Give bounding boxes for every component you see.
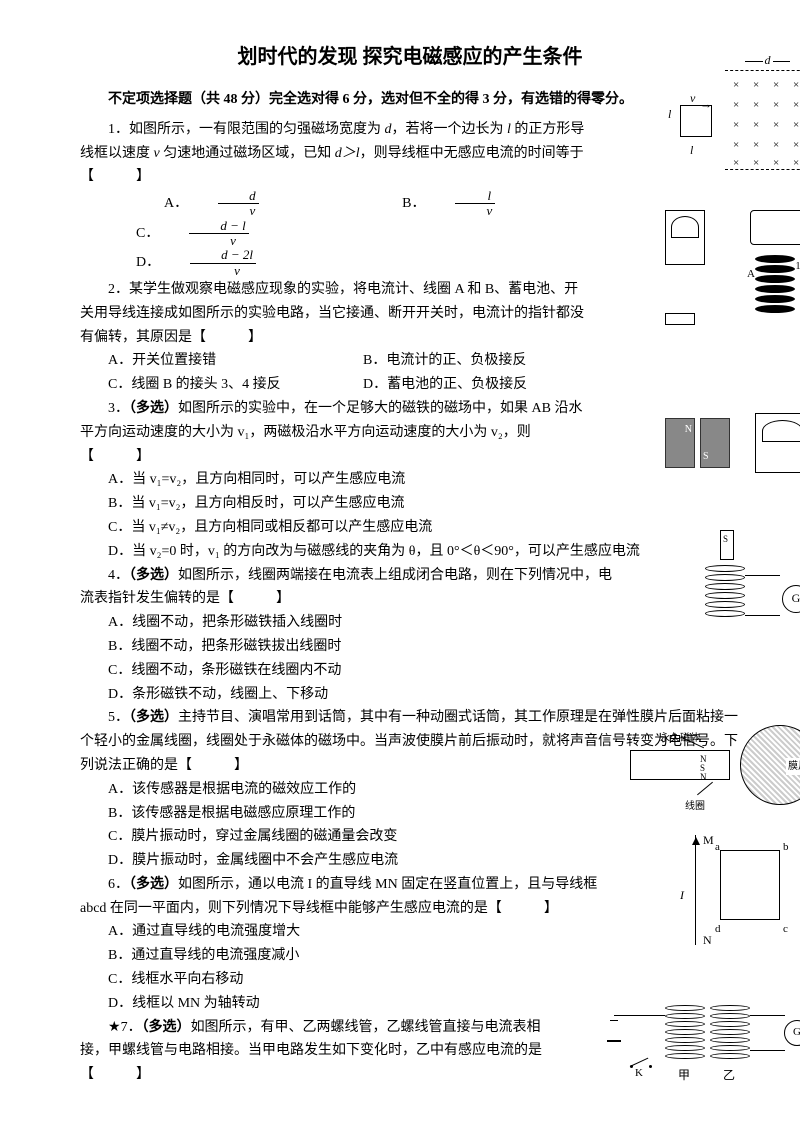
q1-opt-d[interactable]: D．d − 2lv [80,248,312,278]
q4-opt-d[interactable]: D．条形磁铁不动，线圈上、下移动 [80,683,620,707]
q2-opt-a[interactable]: A．开关位置接错 [80,349,335,373]
q2-row2: C．线圈 B 的接头 3、4 接反D．蓄电池的正、负极接反 [80,373,590,397]
q2-opt-c[interactable]: C．线圈 B 的接头 3、4 接反 [80,373,335,397]
q1-opt-a[interactable]: A．dv [108,189,315,219]
question-7: ★7．（多选）如图所示，有甲、乙两螺线管，乙螺线管直接与电流表相接，甲螺线管与电… [80,1016,740,1087]
q4-opt-a[interactable]: A．线圈不动，把条形磁铁插入线圈时 [80,611,620,635]
question-3: 3．（多选）如图所示的实验中，在一个足够大的磁铁的磁场中，如果 AB 沿水平方向… [80,397,740,540]
q3-opt-a[interactable]: A．当 v₁=v₂，且方向相同时，可以产生感应电流 [80,468,590,492]
page-title: 划时代的发现 探究电磁感应的产生条件 [80,40,740,74]
q3-stem: 3．（多选）如图所示的实验中，在一个足够大的磁铁的磁场中，如果 AB 沿水平方向… [80,397,590,468]
q2-opt-b[interactable]: B．电流计的正、负极接反 [335,349,590,373]
question-6: 6．（多选）如图所示，通以电流 I 的直导线 MN 固定在竖直位置上，且与导线框… [80,873,740,1016]
q5-opt-d[interactable]: D．膜片振动时，金属线圈中不会产生感应电流 [80,849,560,873]
q1-opt-b[interactable]: B．lv [346,189,551,219]
q6-opt-c[interactable]: C．线框水平向右移动 [80,968,620,992]
q2-stem: 2．某学生做观察电磁感应现象的实验，将电流计、线圈 A 和 B、蓄电池、开关用导… [80,278,590,349]
question-2: 2．某学生做观察电磁感应现象的实验，将电流计、线圈 A 和 B、蓄电池、开关用导… [80,278,740,397]
q3-opt-d[interactable]: D．当 v₂=0 时，v₁ 的方向改为与磁感线的夹角为 θ，且 0°＜θ＜90°… [80,540,740,564]
q4-opt-b[interactable]: B．线圈不动，把条形磁铁拔出线圈时 [80,635,620,659]
q7-stem: ★7．（多选）如图所示，有甲、乙两螺线管，乙螺线管直接与电流表相接，甲螺线管与电… [80,1016,560,1087]
q1-options: A．dv B．lv C．d − lv D．d − 2lv [80,189,590,278]
q1-stem: 1．如图所示，一有限范围的匀强磁场宽度为 d，若将一个边长为 l 的正方形导线框… [80,118,590,189]
question-4: 4．（多选）如图所示，线圈两端接在电流表上组成闭合电路，则在下列情况中，电流表指… [80,564,740,707]
q4-opt-c[interactable]: C．线圈不动，条形磁铁在线圈内不动 [80,659,620,683]
q2-row1: A．开关位置接错B．电流计的正、负极接反 [80,349,590,373]
q3-opt-c[interactable]: C．当 v₁≠v₂，且方向相同或相反都可以产生感应电流 [80,516,590,540]
q6-opt-d[interactable]: D．线框以 MN 为轴转动 [80,992,620,1016]
instructions: 不定项选择题（共 48 分）完全选对得 6 分，选对但不全的得 3 分，有选错的… [80,88,740,112]
q6-opt-b[interactable]: B．通过直导线的电流强度减小 [80,944,620,968]
q1-opt-c[interactable]: C．d − lv [80,219,305,249]
q2-opt-d[interactable]: D．蓄电池的正、负极接反 [335,373,590,397]
question-5: 5．（多选）主持节目、演唱常用到话筒，其中有一种动圈式话筒，其工作原理是在弹性膜… [80,706,740,873]
q5-opt-b[interactable]: B．该传感器是根据电磁感应原理工作的 [80,802,560,826]
q6-stem: 6．（多选）如图所示，通以电流 I 的直导线 MN 固定在竖直位置上，且与导线框… [80,873,620,921]
q5-opt-c[interactable]: C．膜片振动时，穿过金属线圈的磁通量会改变 [80,825,560,849]
q5-opt-a[interactable]: A．该传感器是根据电流的磁效应工作的 [80,778,560,802]
q5-stem: 5．（多选）主持节目、演唱常用到话筒，其中有一种动圈式话筒，其工作原理是在弹性膜… [80,706,740,777]
question-1: 1．如图所示，一有限范围的匀强磁场宽度为 d，若将一个边长为 l 的正方形导线框… [80,118,740,278]
q4-stem: 4．（多选）如图所示，线圈两端接在电流表上组成闭合电路，则在下列情况中，电流表指… [80,564,620,612]
q3-opt-b[interactable]: B．当 v₁=v₂，且方向相反时，可以产生感应电流 [80,492,590,516]
q6-opt-a[interactable]: A．通过直导线的电流强度增大 [80,920,620,944]
